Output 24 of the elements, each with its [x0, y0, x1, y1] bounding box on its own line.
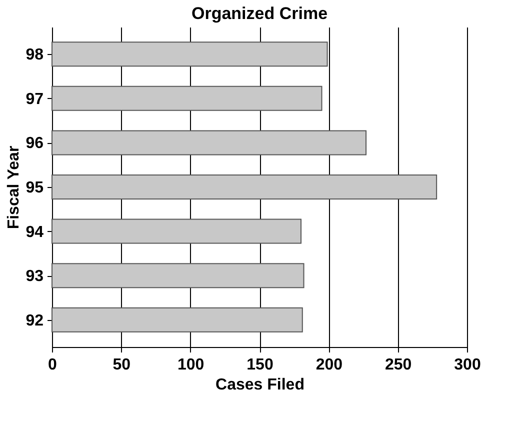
y-tick-label: 94 — [26, 224, 44, 241]
y-tick-label: 95 — [26, 180, 44, 196]
y-axis-title: Fiscal Year — [6, 146, 23, 230]
y-tick-label: 98 — [26, 46, 44, 64]
y-tick-label: 97 — [26, 90, 44, 108]
y-tick-label: 92 — [26, 312, 44, 330]
x-tick-label: 250 — [384, 356, 412, 374]
x-axis-title: Cases Filed — [216, 376, 304, 394]
x-tick-label: 0 — [48, 356, 58, 374]
bar — [52, 174, 438, 200]
bar — [52, 86, 322, 111]
bar — [52, 263, 304, 288]
x-tick-label: 150 — [246, 356, 274, 374]
x-tick-label: 50 — [112, 356, 131, 374]
bar — [52, 218, 302, 244]
bar — [52, 42, 328, 67]
x-tick-label: 300 — [454, 356, 481, 374]
chart-title: Organized Crime — [191, 4, 328, 23]
x-tick-label: 100 — [177, 356, 204, 374]
x-tick-label: 200 — [316, 356, 343, 374]
bar — [52, 130, 367, 156]
y-tick-label: 93 — [26, 268, 44, 286]
y-tick-label: 96 — [26, 135, 44, 152]
bar — [52, 307, 303, 332]
